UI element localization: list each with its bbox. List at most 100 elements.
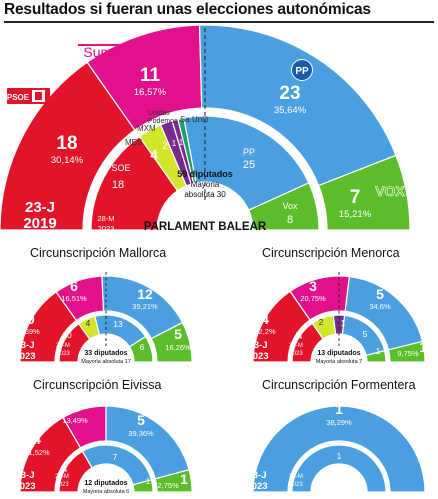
eivissa-outer-vox-segment [154, 469, 193, 493]
formentera-inner-year: 28-M [289, 474, 303, 480]
eivissa-sumar-seats: 2 [71, 399, 79, 415]
eivissa-vox-seats: 1 [180, 471, 188, 487]
eivissa-inner-year2: 2023 [55, 482, 69, 488]
menorca-inner-year2: 2023 [289, 351, 303, 357]
eivissa-pp-pct: 39,36% [128, 429, 154, 438]
mallorca-psoe-seats: 10 [19, 311, 35, 327]
menorca-sumar-seats: 3 [309, 278, 317, 294]
mallorca-inner-year2: 2023 [56, 351, 70, 357]
menorca-pp-seats: 5 [376, 286, 384, 302]
parlament-inner-pp-label: PP [243, 147, 255, 157]
parlament-outer-pp-segment [198, 24, 397, 187]
mallorca-sumar-seats: 6 [70, 278, 78, 294]
parlament-inner-saunio-seats: 1 [179, 138, 184, 147]
parlament-pp-seats: 23 [279, 83, 300, 104]
menorca-inner-pp-seats: 5 [363, 329, 368, 339]
formentera-outer-year: 23-J [247, 470, 266, 481]
mallorca-psoe-pct: 29,69% [14, 327, 40, 336]
menorca-vox-pct: 9,75% [397, 349, 419, 358]
mallorca-inner-vox-segment [128, 335, 154, 363]
menorca-inner-year: 28-M [289, 343, 303, 349]
menorca-psoe-seats: 4 [261, 311, 269, 327]
parlament-pp-pct: 35,64% [274, 105, 307, 116]
main-title: Resultados si fueran unas elecciones aut… [4, 1, 371, 18]
mallorca-inner-vox-seats: 6 [140, 342, 145, 352]
parlament-psoe-pct: 30,14% [51, 155, 84, 166]
mallorca-center-seats: 33 diputados [84, 350, 127, 357]
menorca-outer-year2: 2023 [247, 351, 268, 362]
mallorca-sumar-pct: 16,51% [61, 294, 87, 303]
menorca-center-seats: 13 diputados [317, 350, 360, 357]
eivissa-outer-year2: 2023 [14, 481, 35, 492]
parlament-outer-vox-segment [317, 154, 411, 231]
parlament-inner-psoe-seats: 18 [112, 179, 124, 191]
mallorca-inner-pp-seats: 13 [113, 319, 123, 329]
psoe-logo-rose-mark [35, 92, 42, 100]
sumar-logo-underline [78, 44, 126, 46]
eivissa-inner-vox-seats: 1 [146, 476, 151, 486]
menorca-inner-unidas-seats: 1 [341, 318, 346, 328]
formentera-title: Circunscripción Formentera [262, 378, 416, 392]
parlament-vox-seats: 7 [350, 187, 361, 208]
mallorca-vox-pct: 16,26% [165, 343, 191, 352]
eivissa-sumar-pct: 13,49% [62, 416, 88, 425]
parlament-center-line1: Mayoria [191, 180, 220, 189]
eivissa-center-seats: 12 diputados [84, 480, 127, 487]
mallorca-outer-year: 23-J [15, 340, 34, 351]
parlament-psoe-seats: 18 [56, 133, 77, 154]
pp-logo-text: PP [295, 66, 309, 77]
menorca-inner-mes-seats: 2 [319, 317, 324, 327]
menorca-outer-vox-segment [387, 340, 426, 363]
formentera-inner-year2: 2023 [289, 482, 303, 488]
menorca-psoe-pct: 32,2% [254, 327, 276, 336]
eivissa-title: Circunscripción Eivissa [33, 378, 162, 392]
parlament-inner-mes-label: MES [125, 138, 142, 147]
menorca-sumar-pct: 20,75% [300, 294, 326, 303]
mallorca-center-line1: Mayoria absoluta 17 [81, 359, 131, 365]
title-divider [4, 21, 434, 23]
parlament-inner-vox-seats: 8 [287, 214, 293, 226]
parlament-center-seats: 59 diputados [177, 169, 233, 179]
parlament-inner-mxm-seats: 2 [162, 141, 168, 152]
parlament-center-line2: absoluta 30 [184, 190, 226, 199]
eivissa-chart: 431,52%213,49% 539,36%112,75%47123-J20232… [14, 399, 193, 495]
parlament-sumar-seats: 11 [140, 65, 161, 86]
eivissa-center-line1: Mayoria absoluta 6 [83, 489, 129, 495]
pp-logo-disc [292, 60, 312, 80]
mallorca-pp-pct: 35,21% [132, 302, 158, 311]
parlament-inner-vox-label: Vox [282, 201, 298, 211]
parlament-inner-year2: 2023 [98, 224, 115, 233]
eivissa-inner-vox-segment [132, 479, 154, 493]
menorca-pp-pct: 34,6% [369, 302, 391, 311]
formentera-outer-year2: 2023 [246, 481, 267, 492]
formentera-inner-pp-seats: 1 [337, 451, 342, 461]
parlament-inner-saunio-label: Sa Unió [180, 115, 209, 124]
eivissa-outer-pp-segment [105, 405, 190, 480]
parlament-outer-year2: 2019 [23, 215, 56, 232]
formentera-pp-seats: 1 [335, 401, 343, 417]
parlament-inner-vox-segment [247, 182, 320, 231]
menorca-inner-vox-seats: 1 [376, 346, 381, 356]
parlament-inner-unidas-label1: Unidas [148, 110, 170, 117]
menorca-center-line1: Mayoria absoluta 7 [316, 359, 362, 365]
mallorca-inner-year: 28-M [56, 343, 70, 349]
eivissa-outer-year: 23-J [15, 470, 34, 481]
mallorca-pp-seats: 12 [137, 286, 153, 302]
parlament-inner-pp-seats: 25 [243, 159, 255, 171]
parlament-sumar-pct: 16,57% [134, 87, 167, 98]
formentera-inner-pp-segment [291, 444, 387, 493]
parlament-inner-mxm-label: MXM [137, 124, 156, 133]
eivissa-psoe-seats: 4 [33, 431, 41, 447]
sumar-logo-text: Sumar [83, 44, 125, 60]
mallorca-outer-year2: 2023 [14, 351, 35, 362]
eivissa-psoe-pct: 31,52% [24, 448, 50, 457]
formentera-outer-pp-segment [252, 405, 426, 493]
mallorca-title: Circunscripción Mallorca [30, 246, 167, 260]
parlament-inner-psoe-label: PSOE [105, 163, 130, 173]
parlament-outer-year: 23-J [25, 199, 55, 216]
menorca-chart: 432,2%320,75% 534,6%19,75%42 15123-J202328… [247, 272, 427, 365]
menorca-outer-year: 23-J [248, 340, 267, 351]
eivissa-pp-seats: 5 [137, 412, 145, 428]
